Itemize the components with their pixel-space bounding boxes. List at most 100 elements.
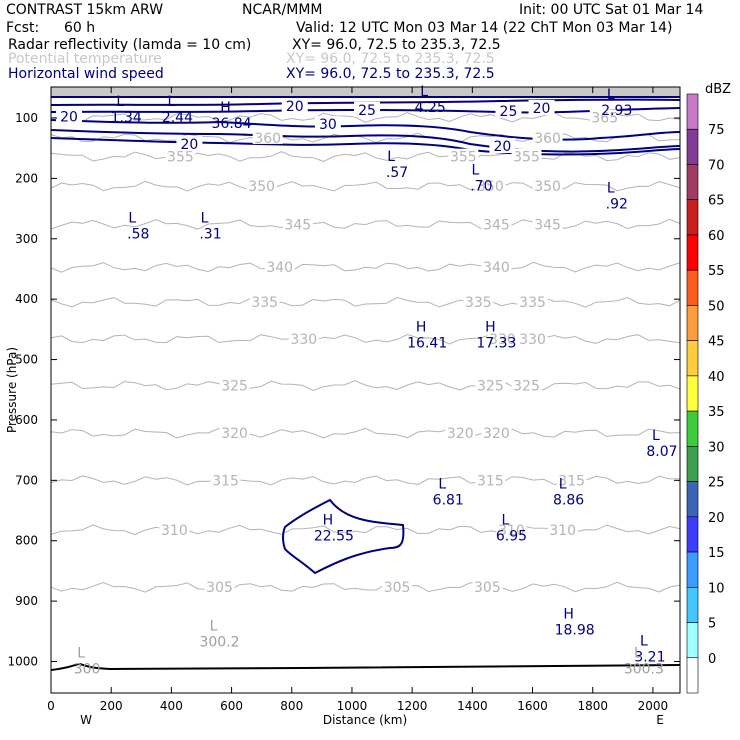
theta-contour-label: 325 (513, 379, 540, 395)
wind-extremum-value: 22.55 (314, 529, 354, 545)
theta-label-bg (475, 178, 506, 193)
fcst-label: Fcst: (6, 20, 39, 36)
colorbar-swatch (686, 305, 699, 341)
wind-label-bg (56, 108, 83, 124)
theta-label-bg (463, 294, 494, 309)
theta-extremum-type: L (77, 646, 85, 662)
theta-label-bg (511, 377, 542, 392)
y-tick-label: 600 (15, 413, 38, 427)
y-tick-label: 200 (15, 171, 38, 185)
wind-extremum-type: L (502, 513, 510, 529)
wind-extremum-value: 1.34 (111, 110, 142, 126)
wind-extremum-value: 4.25 (415, 100, 446, 116)
y-tick-label: 800 (15, 534, 38, 548)
theta-label-bg (532, 178, 563, 193)
theta-label-bg (547, 521, 578, 536)
theta-contour-line (50, 380, 681, 392)
x-tick-label: 400 (160, 699, 183, 713)
x-tick-label: 2000 (638, 699, 669, 713)
theta-contour-label: 360 (534, 131, 561, 147)
theta-extremum-type: L (210, 618, 218, 634)
colorbar-swatch (686, 446, 699, 482)
theta-contour-label: 330 (519, 332, 546, 348)
theta-contour-label: 315 (212, 473, 239, 489)
theta-label-bg (532, 129, 563, 144)
wind-extremum-type: L (652, 428, 660, 444)
colorbar-swatch (686, 551, 699, 588)
colorbar-unit: dBZ (705, 82, 731, 97)
theta-contour-label: 325 (221, 379, 248, 395)
x-end-label-east: E (656, 713, 664, 727)
theta-label-bg (249, 294, 280, 309)
wind-extremum-value: 36.84 (212, 116, 252, 132)
colorbar-level-label: 40 (708, 370, 725, 385)
wind-extremum-type: L (438, 476, 446, 492)
wind-extremum-type: L (387, 149, 395, 165)
theta-contour-label: 360 (254, 131, 281, 147)
wind-extremum-type: L (640, 633, 648, 649)
wind-extremum-value: 3.21 (634, 649, 665, 665)
theta-contour-line (50, 261, 681, 273)
wind-label-bg (495, 102, 522, 118)
y-tick-label: 700 (15, 473, 38, 487)
theta-label-bg (517, 294, 548, 309)
colorbar-level-label: 0 (708, 652, 716, 667)
x-tick-label: 1800 (577, 699, 608, 713)
colorbar-level-label: 50 (708, 299, 725, 314)
theta-contour-label: 355 (513, 150, 540, 166)
wind-label-bg (176, 136, 203, 152)
wind-label-bg (354, 101, 381, 117)
field-name-theta: Potential temperature (8, 51, 162, 67)
header: CONTRAST 15km ARW NCAR/MMM Init: 00 UTC … (6, 2, 703, 82)
wind-extremum-type: H (563, 606, 574, 622)
theta-contour-label: 310 (549, 523, 576, 539)
colorbar-swatch (686, 128, 699, 165)
wind-label-bg (489, 137, 516, 153)
theta-label-bg (282, 216, 313, 231)
theta-contour-label: 310 (161, 523, 188, 539)
colorbar-swatch (686, 164, 699, 201)
wind-contour-label: 20 (181, 137, 199, 153)
wind-label-bg (528, 99, 555, 115)
wind-extremum-type: L (420, 84, 428, 100)
theta-label-bg (589, 109, 620, 124)
wind-extremum-value: 6.81 (433, 492, 464, 508)
theta-label-bg (219, 377, 250, 392)
theta-contour-line (50, 132, 681, 144)
theta-contour-label: 345 (534, 217, 561, 233)
theta-contour-label: 355 (167, 150, 194, 166)
x-tick-label: 200 (100, 699, 123, 713)
axes: 0 200 400 600 800 1000 1200 1400 1600 1800 2000 100… (7, 87, 680, 713)
wind-label-bg (314, 116, 341, 132)
theta-label-bg (532, 216, 563, 231)
theta-contour-line (50, 427, 681, 439)
wind-extremum-type: L (128, 211, 136, 227)
contour-labels: 305 305 305 310 310 310 315 315 315 320 320 320 325 3… (56, 98, 620, 596)
colorbar-level-label: 20 (708, 511, 725, 526)
wind-contour-line (50, 129, 681, 153)
colorbar-swatch (686, 340, 699, 377)
wind-extremum-value: .31 (199, 227, 221, 243)
theta-label-bg (382, 579, 413, 594)
y-axis-title: Pressure (hPa) (5, 347, 19, 433)
theta-contour-label: 345 (483, 217, 510, 233)
theta-label-bg (475, 472, 506, 487)
theta-contour-line (50, 333, 681, 345)
colorbar-level-label: 35 (708, 405, 725, 420)
wind-extremum-type: H (323, 513, 334, 529)
colorbar-swatch (686, 481, 699, 518)
theta-label-bg (496, 521, 527, 536)
theta-label-bg (204, 579, 235, 594)
init-time: Init: 00 UTC Sat 01 Mar 14 (519, 2, 703, 18)
theta-label-bg (159, 521, 190, 536)
wind-extremum-value: 16.41 (407, 335, 447, 351)
theta-contour-label: 340 (483, 260, 510, 276)
theta-contour-label: 350 (477, 179, 504, 195)
wind-contour-label: 30 (319, 117, 337, 133)
theta-contour-label: 305 (474, 580, 501, 596)
wind-extremum-type: H (485, 319, 496, 335)
theta-contour-label: 310 (498, 523, 525, 539)
theta-label-bg (165, 148, 196, 163)
theta-label-bg (481, 425, 512, 440)
